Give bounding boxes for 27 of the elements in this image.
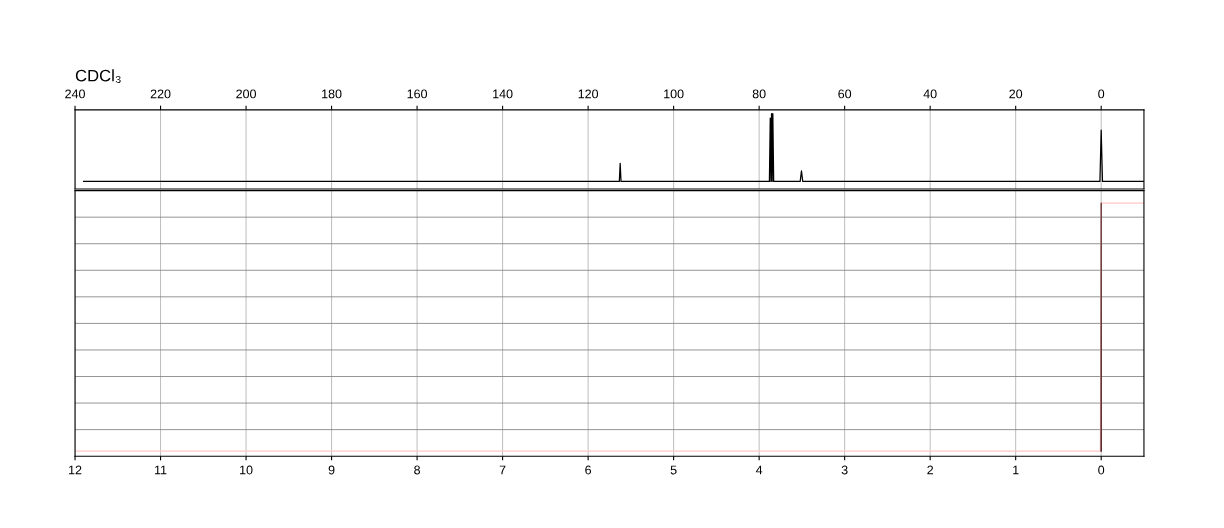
x-tick-label: 0 (1098, 89, 1105, 99)
x-tick-label: 100 (664, 89, 684, 99)
x-tick-label: 220 (150, 89, 171, 99)
x-tick-label: 7 (499, 465, 506, 475)
x-tick-label: 12 (69, 465, 82, 475)
x-tick-label: 40 (923, 89, 937, 99)
x-tick-label: 10 (240, 465, 253, 475)
x-tick-label: 240 (65, 89, 85, 99)
x-tick-label: 11 (155, 465, 167, 475)
x-tick-label: 5 (670, 465, 677, 475)
x-tick-label: 9 (328, 465, 335, 475)
x-tick-label: 1 (1013, 465, 1019, 475)
x-tick-label: 0 (1098, 465, 1105, 475)
x-tick-label: 180 (322, 89, 342, 99)
x-tick-label: 3 (841, 465, 848, 475)
x-tick-label: 8 (414, 465, 421, 475)
x-tick-label: 80 (752, 89, 766, 99)
x-tick-label: 20 (1009, 89, 1023, 99)
x-tick-label: 6 (585, 465, 592, 475)
x-tick-label: 160 (407, 89, 428, 99)
x-tick-label: 60 (838, 89, 852, 99)
x-tick-label: 4 (755, 465, 763, 475)
x-tick-label: 140 (493, 89, 513, 99)
x-tick-label: 2 (927, 465, 934, 475)
x-tick-label: 200 (236, 89, 256, 99)
x-tick-label: 120 (578, 89, 599, 99)
text: CDCl₃ (75, 69, 121, 83)
